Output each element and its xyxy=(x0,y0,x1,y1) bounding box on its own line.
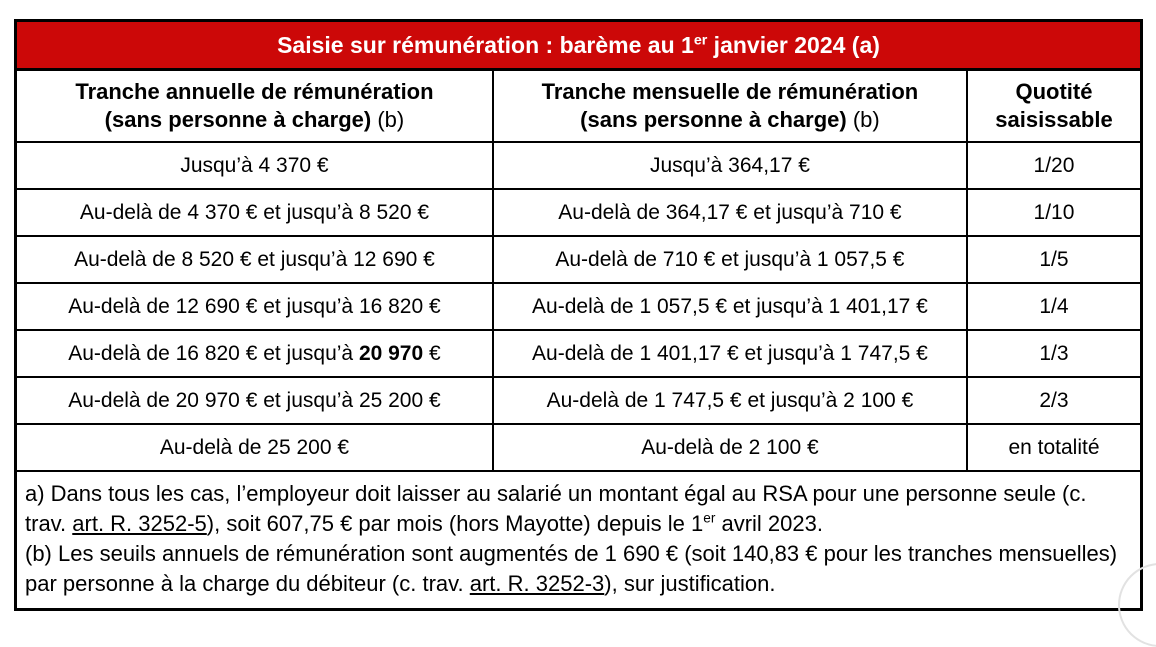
column-header-row: Tranche annuelle de rémunération (sans p… xyxy=(14,68,1143,143)
cell-quota: 1/10 xyxy=(965,188,1143,237)
footnotes-row: a) Dans tous les cas, l’employeur doit l… xyxy=(14,470,1143,611)
col-header-monthly: Tranche mensuelle de rémunération (sans … xyxy=(491,68,968,143)
footnote-a-text-1: a) Dans tous les cas, l’employeur doit l… xyxy=(25,481,1087,536)
col-header-annual-note-ref: (b) xyxy=(377,107,405,132)
cell-quota: 2/3 xyxy=(965,376,1143,425)
table-row: Au-delà de 12 690 € et jusqu’à 16 820 € … xyxy=(14,282,1143,331)
footnote-b: (b) Les seuils annuels de rémunération s… xyxy=(25,539,1130,599)
footnotes-cell: a) Dans tous les cas, l’employeur doit l… xyxy=(14,470,1143,611)
table-title-text: Saisie sur rémunération : barème au 1 xyxy=(277,32,694,58)
cell-annual-post: € xyxy=(423,341,441,365)
footnote-a-superscript: er xyxy=(703,510,716,526)
bareme-table: Saisie sur rémunération : barème au 1er … xyxy=(14,19,1143,611)
cell-quota: en totalité xyxy=(965,423,1143,472)
table-row: Au-delà de 8 520 € et jusqu’à 12 690 € A… xyxy=(14,235,1143,284)
col-header-monthly-line2: (sans personne à charge) xyxy=(580,107,847,132)
cell-annual: Au-delà de 4 370 € et jusqu’à 8 520 € xyxy=(14,188,494,237)
col-header-quota-line1: Quotité xyxy=(1015,79,1093,104)
cell-quota: 1/4 xyxy=(965,282,1143,331)
footnote-a-text-3: avril 2023. xyxy=(715,511,823,536)
cell-annual: Au-delà de 20 970 € et jusqu’à 25 200 € xyxy=(14,376,494,425)
cell-annual: Au-delà de 8 520 € et jusqu’à 12 690 € xyxy=(14,235,494,284)
col-header-monthly-line1: Tranche mensuelle de rémunération xyxy=(541,79,919,104)
cell-annual: Au-delà de 16 820 € et jusqu’à 20 970 € xyxy=(14,329,494,378)
link-art-r-3252-5[interactable]: art. R. 3252-5 xyxy=(72,511,207,536)
cell-quota: 1/5 xyxy=(965,235,1143,284)
cell-monthly: Au-delà de 1 747,5 € et jusqu’à 2 100 € xyxy=(491,376,968,425)
table-title-row: Saisie sur rémunération : barème au 1er … xyxy=(14,19,1143,71)
cell-monthly: Au-delà de 1 057,5 € et jusqu’à 1 401,17… xyxy=(491,282,968,331)
table-title-text-2: janvier 2024 (a) xyxy=(707,32,880,58)
cell-annual-pre: Au-delà de 16 820 € et jusqu’à xyxy=(68,341,359,365)
cell-monthly: Au-delà de 2 100 € xyxy=(491,423,968,472)
cell-monthly: Au-delà de 710 € et jusqu’à 1 057,5 € xyxy=(491,235,968,284)
cell-annual: Au-delà de 25 200 € xyxy=(14,423,494,472)
table-row: Au-delà de 4 370 € et jusqu’à 8 520 € Au… xyxy=(14,188,1143,237)
footnote-a: a) Dans tous les cas, l’employeur doit l… xyxy=(25,479,1130,539)
table-row: Jusqu’à 4 370 € Jusqu’à 364,17 € 1/20 xyxy=(14,141,1143,190)
col-header-monthly-note-ref: (b) xyxy=(852,107,880,132)
bareme-sheet: Saisie sur rémunération : barème au 1er … xyxy=(14,19,1143,611)
cell-annual: Jusqu’à 4 370 € xyxy=(14,141,494,190)
cell-annual-bold-value: 20 970 xyxy=(358,341,424,365)
cell-monthly: Au-delà de 364,17 € et jusqu’à 710 € xyxy=(491,188,968,237)
col-header-annual-line1: Tranche annuelle de rémunération xyxy=(75,79,434,104)
cell-monthly: Au-delà de 1 401,17 € et jusqu’à 1 747,5… xyxy=(491,329,968,378)
footnote-b-text-1: (b) Les seuils annuels de rémunération s… xyxy=(25,541,1118,596)
col-header-annual-line2: (sans personne à charge) xyxy=(104,107,372,132)
cell-quota: 1/20 xyxy=(965,141,1143,190)
table-row: Au-delà de 20 970 € et jusqu’à 25 200 € … xyxy=(14,376,1143,425)
footnote-a-text-2: ), soit 607,75 € par mois (hors Mayotte)… xyxy=(206,511,704,536)
col-header-quota: Quotité saisissable xyxy=(965,68,1143,143)
cell-annual: Au-delà de 12 690 € et jusqu’à 16 820 € xyxy=(14,282,494,331)
col-header-annual: Tranche annuelle de rémunération (sans p… xyxy=(14,68,494,143)
title-superscript: er xyxy=(693,32,708,49)
table-title: Saisie sur rémunération : barème au 1er … xyxy=(14,19,1143,71)
table-row: Au-delà de 16 820 € et jusqu’à 20 970 € … xyxy=(14,329,1143,378)
footnote-b-text-2: ), sur justification. xyxy=(604,571,776,596)
link-art-r-3252-3[interactable]: art. R. 3252-3 xyxy=(469,571,605,596)
table-row: Au-delà de 25 200 € Au-delà de 2 100 € e… xyxy=(14,423,1143,472)
cell-quota: 1/3 xyxy=(965,329,1143,378)
cell-monthly: Jusqu’à 364,17 € xyxy=(491,141,968,190)
page-root: { "colors": { "header_red": "#CC0808", "… xyxy=(14,19,1156,647)
col-header-quota-line2: saisissable xyxy=(995,107,1113,132)
